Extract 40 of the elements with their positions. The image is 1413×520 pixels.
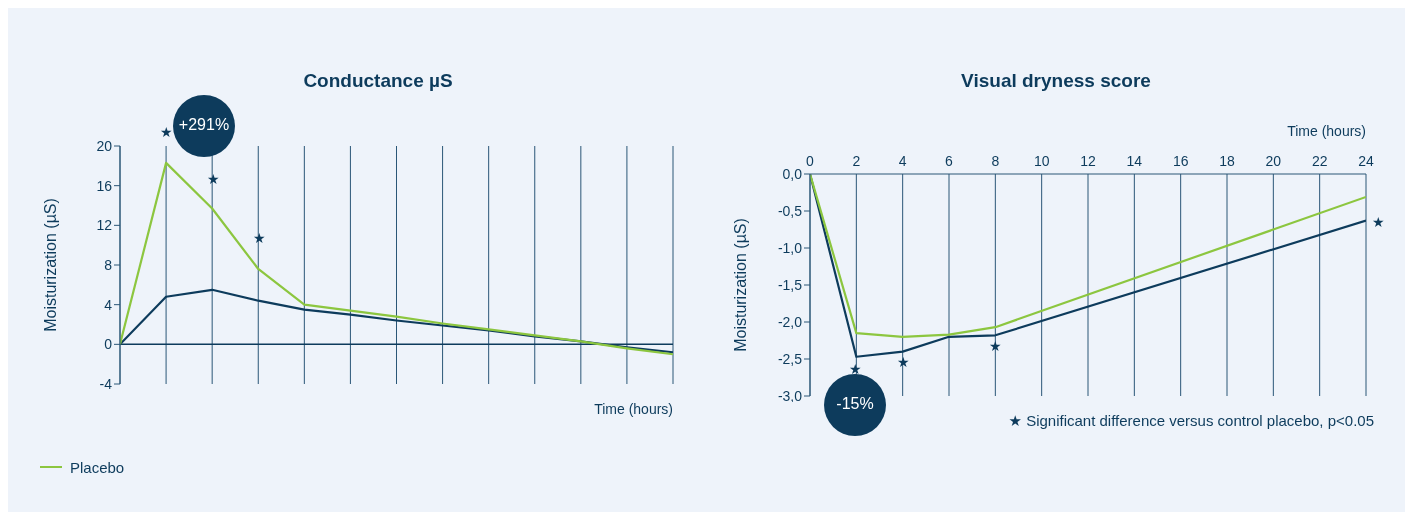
x-tick-label: 16 xyxy=(1172,153,1189,169)
x-tick-label: 22 xyxy=(1311,153,1328,169)
text: ★ xyxy=(160,123,173,141)
x-tick-label: 18 xyxy=(1219,153,1235,169)
chart-title: Conductance µS xyxy=(302,70,454,92)
chart-title: Visual dryness score xyxy=(960,70,1152,92)
y-tick-label: 16 xyxy=(96,177,113,194)
y-tick-label: -4 xyxy=(99,375,113,392)
x-tick-label: 6 xyxy=(945,153,954,169)
y-axis-title: Moisturization (µS) xyxy=(41,198,59,332)
y-tick-label: -1,0 xyxy=(777,239,803,256)
x-tick-label: 14 xyxy=(1126,153,1143,169)
y-tick-label: 12 xyxy=(96,217,113,234)
y-tick-label: -2,0 xyxy=(777,313,803,330)
text: ★ xyxy=(1372,213,1385,231)
y-tick-label: 8 xyxy=(104,256,113,273)
x-tick-label: 12 xyxy=(1080,153,1096,169)
legend-label: Placebo xyxy=(70,458,125,476)
x-tick-label: 20 xyxy=(1265,153,1282,169)
y-tick-label: 4 xyxy=(104,296,113,313)
y-axis-title: Moisturization (µS) xyxy=(731,218,749,352)
annotation: -15% xyxy=(835,395,875,413)
x-tick-label: 24 xyxy=(1358,153,1374,169)
text: ★ Significant difference versus control placebo, p<0.05 xyxy=(1008,412,1374,430)
x-axis-title: Time (hours) xyxy=(1287,122,1366,139)
x-tick-label: 0 xyxy=(806,153,815,169)
y-tick-label: -1,5 xyxy=(777,276,803,293)
x-tick-label: 2 xyxy=(852,153,861,169)
line-series xyxy=(120,161,673,356)
text: +291% xyxy=(177,116,231,134)
y-tick-label: 20 xyxy=(96,137,113,154)
y-tick-label: -2,5 xyxy=(777,350,803,367)
y-tick-label: 0 xyxy=(104,336,113,353)
x-tick-label: 10 xyxy=(1033,153,1050,169)
y-tick-label: -3,0 xyxy=(777,387,803,404)
y-tick-label: 0,0 xyxy=(782,165,803,182)
x-axis-title: Time (hours) xyxy=(594,401,673,417)
x-tick-label: 4 xyxy=(898,153,907,169)
x-tick-label: 8 xyxy=(991,153,1000,169)
y-tick-label: -0,5 xyxy=(777,202,803,219)
